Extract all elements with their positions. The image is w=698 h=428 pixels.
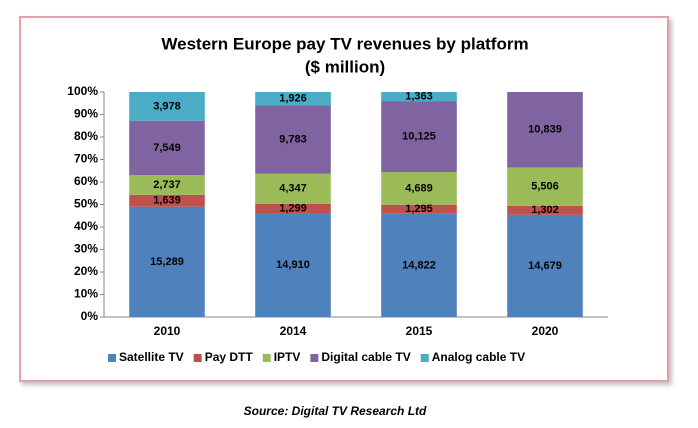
bar-segment [129, 92, 205, 121]
x-tick-label: 2020 [532, 324, 559, 338]
bar-segment [381, 92, 457, 102]
data-label: 1,295 [405, 203, 433, 215]
legend-label: IPTV [274, 350, 301, 364]
data-label: 9,783 [279, 133, 307, 145]
y-tick-label: 10% [74, 287, 98, 301]
x-tick-label: 2014 [280, 324, 307, 338]
data-label: 4,689 [405, 182, 433, 194]
chart-subtitle: ($ million) [305, 57, 385, 76]
bar-segment [255, 92, 331, 106]
legend-label: Digital cable TV [321, 350, 410, 364]
y-tick-label: 30% [74, 242, 98, 256]
data-label: 14,910 [276, 259, 310, 271]
y-tick-label: 100% [67, 84, 98, 98]
legend-label: Pay DTT [205, 350, 254, 364]
data-label: 10,839 [528, 124, 562, 136]
legend-label: Analog cable TV [432, 350, 525, 364]
data-label: 7,549 [153, 142, 181, 154]
legend-swatch [108, 354, 116, 362]
data-label: 2,737 [153, 179, 181, 191]
data-label: 1,639 [153, 195, 181, 207]
bar-segment [507, 214, 583, 317]
bar-segment [129, 194, 205, 207]
y-tick-label: 40% [74, 219, 98, 233]
y-tick-label: 0% [81, 309, 99, 323]
bar-segment [255, 105, 331, 174]
bar-segment [381, 172, 457, 205]
legend-swatch [420, 354, 429, 362]
bar-segment [255, 173, 331, 204]
data-label: 4,347 [279, 183, 307, 195]
legend-swatch [193, 354, 202, 362]
y-tick-label: 60% [74, 174, 98, 188]
x-tick-label: 2010 [154, 324, 181, 338]
legend-swatch [310, 354, 319, 362]
x-tick-label: 2015 [406, 324, 433, 338]
data-label: 3,978 [153, 100, 181, 112]
y-tick-label: 20% [74, 264, 98, 278]
data-label: 1,926 [279, 93, 307, 105]
data-label: 15,289 [150, 256, 184, 268]
y-tick-label: 50% [74, 197, 98, 211]
bar-segment [507, 167, 583, 206]
source-note: Source: Digital TV Research Ltd [244, 404, 427, 418]
bar-segment [255, 203, 331, 214]
bar-segment [129, 206, 205, 317]
bar-segment [255, 213, 331, 317]
data-label: 10,125 [402, 131, 436, 143]
bar-segment [129, 175, 205, 195]
bar-segment [381, 101, 457, 173]
y-tick-label: 90% [74, 107, 98, 121]
bar-segment [507, 92, 583, 168]
legend-label: Satellite TV [119, 350, 184, 364]
chart-title: Western Europe pay TV revenues by platfo… [161, 34, 528, 53]
data-label: 1,299 [279, 202, 307, 214]
data-label: 14,822 [402, 259, 436, 271]
bar-segment [507, 205, 583, 215]
legend-swatch [262, 354, 271, 362]
y-tick-label: 70% [74, 152, 98, 166]
data-label: 14,679 [528, 260, 562, 272]
data-label: 1,363 [405, 91, 433, 103]
y-tick-label: 80% [74, 129, 98, 143]
bar-segment [129, 120, 205, 176]
bar-segment [381, 204, 457, 214]
data-label: 5,506 [531, 181, 559, 193]
bar-segment [381, 213, 457, 317]
data-label: 1,302 [531, 204, 559, 216]
